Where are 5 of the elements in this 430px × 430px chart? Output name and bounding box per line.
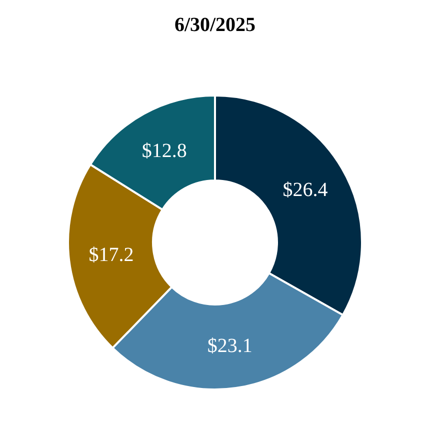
chart-title: 6/30/2025	[174, 14, 256, 36]
data-label: $26.4	[282, 178, 328, 201]
data-label: $17.2	[88, 244, 134, 266]
data-label: $12.8	[142, 140, 187, 162]
data-label: $23.1	[207, 334, 252, 357]
